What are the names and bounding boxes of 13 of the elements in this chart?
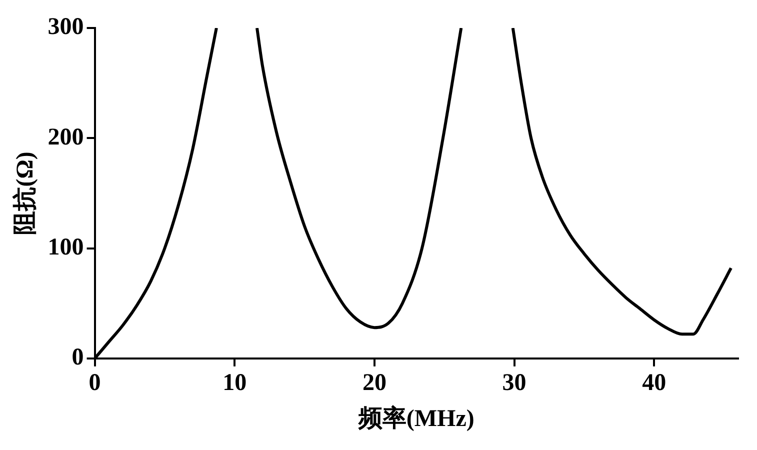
- x-axis-title: 频率(MHz): [357, 404, 474, 432]
- x-tick-label: 40: [642, 370, 666, 396]
- y-tick-label: 200: [48, 124, 84, 150]
- line-series: [256, 28, 463, 330]
- x-tick-label: 0: [88, 370, 101, 396]
- x-tick-label: 10: [222, 370, 247, 396]
- y-tick-label: 100: [48, 234, 84, 260]
- y-axis-title: 阻抗(Ω): [12, 152, 39, 235]
- x-tick-label: 20: [362, 370, 386, 396]
- x-tick-label: 30: [502, 370, 526, 396]
- y-tick-label: 300: [48, 14, 84, 40]
- y-tick-label: 0: [72, 344, 84, 371]
- line-series: [511, 28, 733, 336]
